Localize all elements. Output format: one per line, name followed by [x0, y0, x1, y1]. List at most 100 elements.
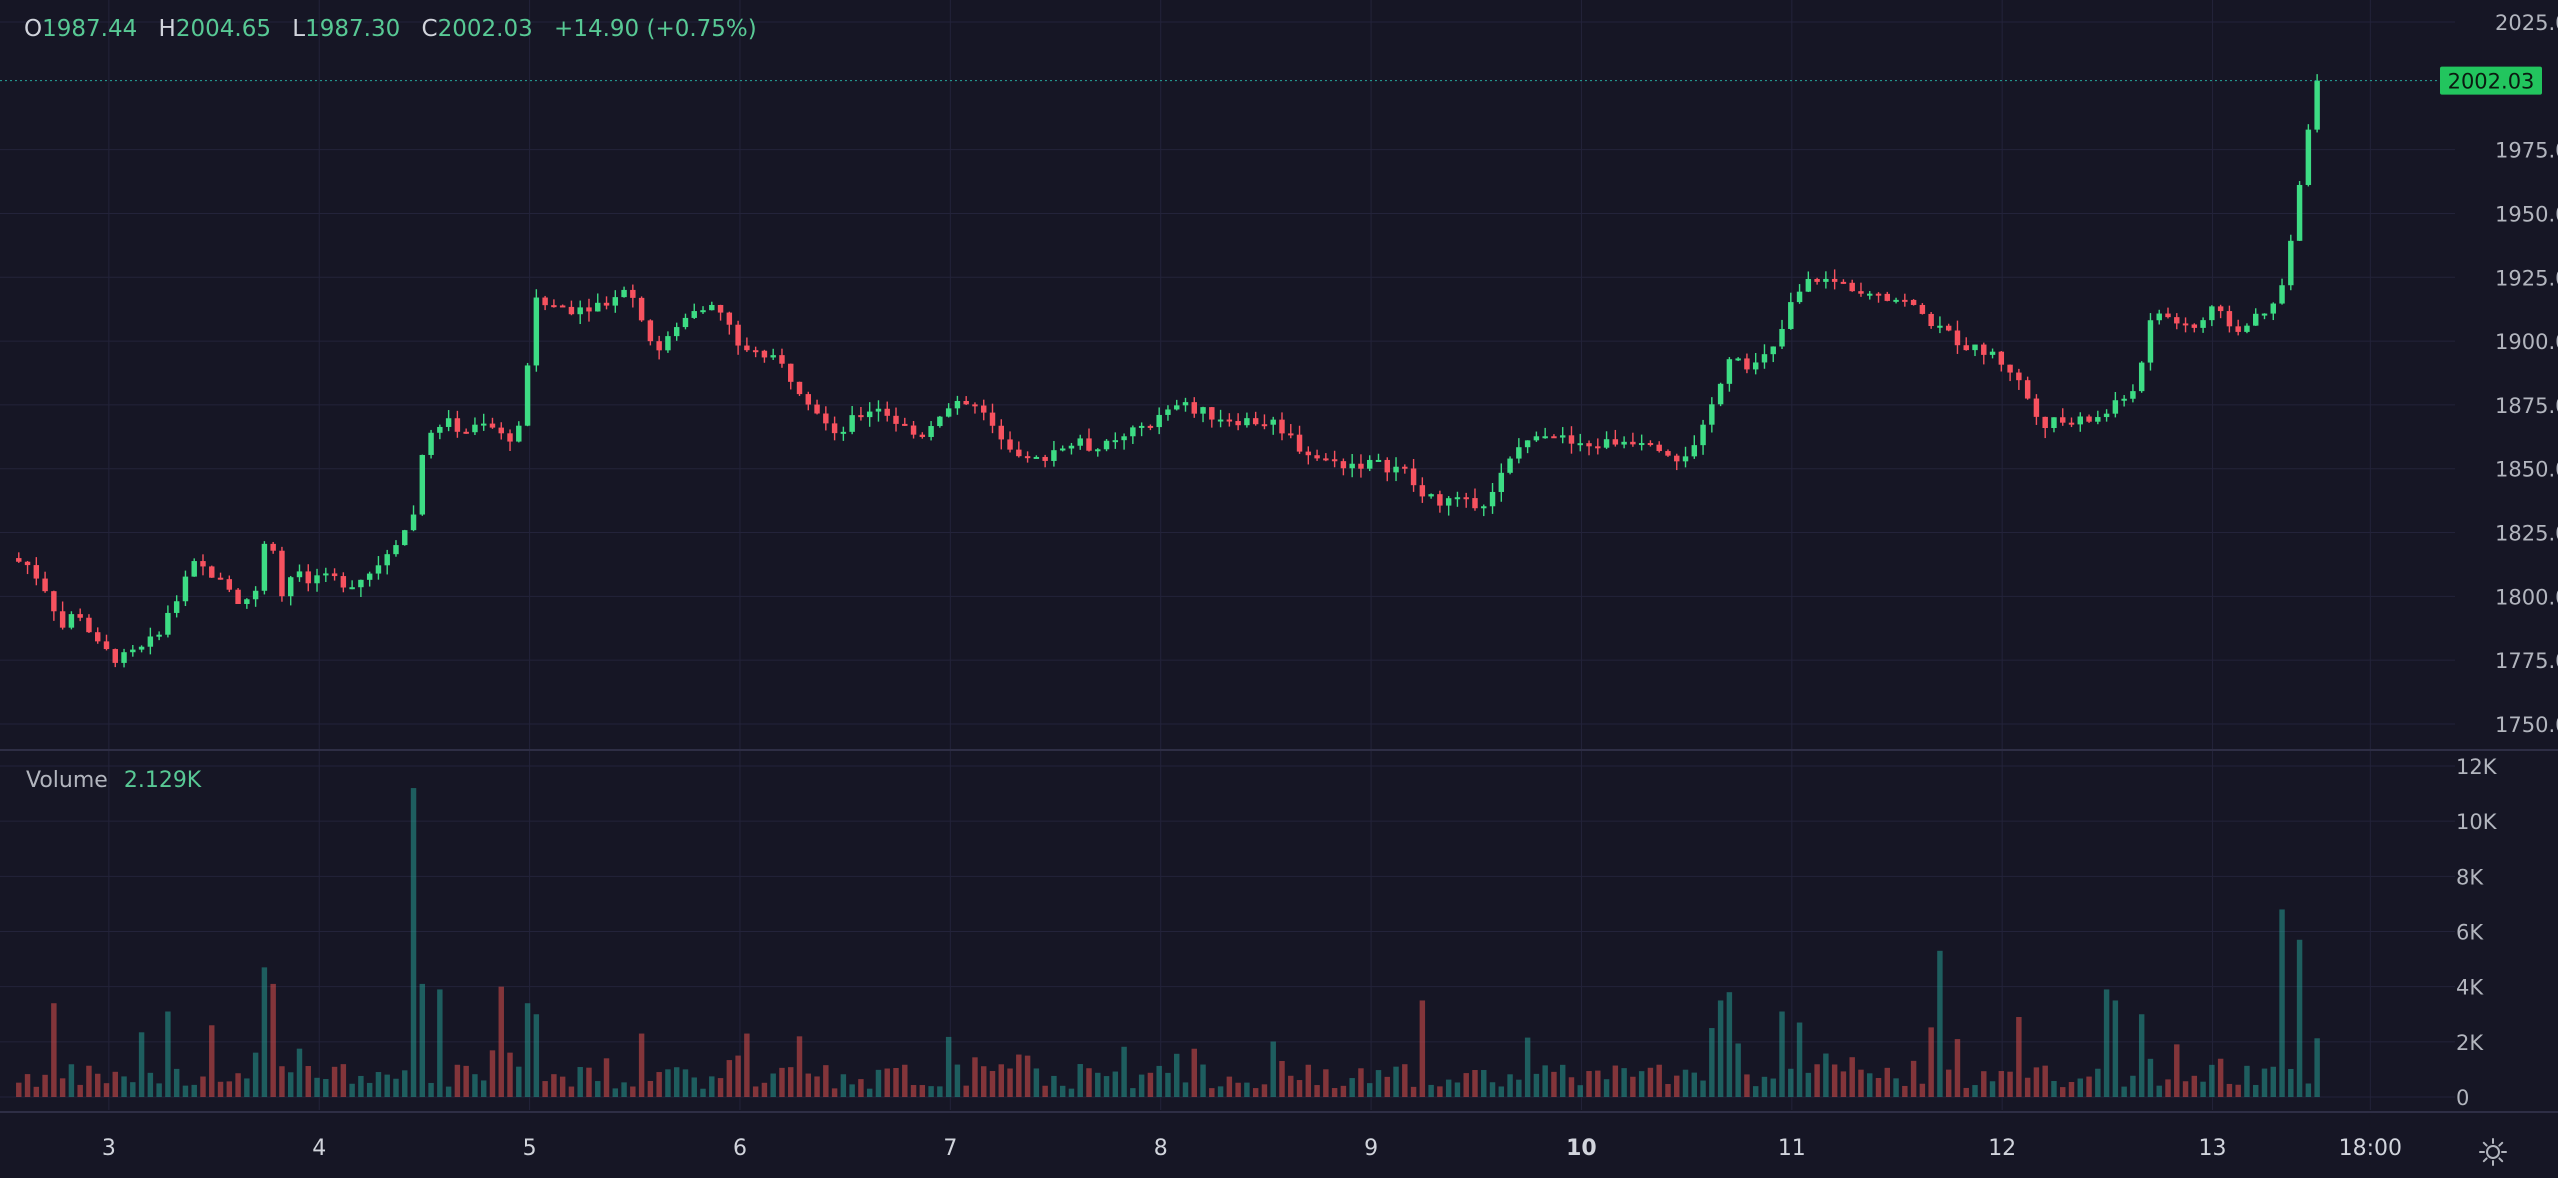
volume-bar [173, 1068, 180, 1097]
candle-body [1630, 441, 1636, 445]
candle-body [595, 302, 601, 312]
candle-body [647, 320, 654, 342]
low-value: 1987.30 [305, 16, 401, 42]
high-label: H [158, 16, 176, 42]
volume-bar [673, 1067, 680, 1097]
volume-bar [744, 1033, 750, 1097]
volume-bar [445, 1086, 452, 1097]
volume-bar [2138, 1014, 2145, 1097]
volume-bar [2086, 1076, 2092, 1097]
volume-bar [95, 1073, 101, 1097]
volume-bar [945, 1036, 952, 1097]
candle-body [217, 577, 224, 580]
candle-body [1042, 456, 1048, 461]
candle-body [1445, 498, 1452, 506]
volume-bar [1910, 1060, 1917, 1097]
volume-bar [858, 1079, 864, 1097]
volume-bar [323, 1079, 329, 1097]
candle-body [1331, 459, 1338, 462]
candle-body [796, 381, 803, 395]
volume-bar [2130, 1075, 2136, 1097]
candle-body [1691, 445, 1698, 457]
candle-body [1577, 443, 1583, 446]
candle-body [2086, 416, 2092, 422]
price-tick-label: 1875.00 [2495, 394, 2558, 418]
candle-body [287, 577, 294, 597]
candle-body [1823, 278, 1829, 282]
volume-bar [463, 1065, 469, 1097]
volume-bar [1288, 1075, 1294, 1097]
candle-body [1252, 418, 1259, 425]
volume-bar [1314, 1085, 1320, 1097]
volume-legend: Volume 2.129K [26, 768, 201, 793]
volume-bar [182, 1085, 189, 1097]
candle-body [1112, 440, 1119, 443]
volume-bar [1805, 1072, 1812, 1097]
volume-label: Volume [26, 768, 108, 793]
candle-body [831, 423, 838, 434]
candle-body [2305, 129, 2312, 185]
candle-body [2200, 320, 2206, 328]
candle-body [182, 576, 189, 602]
volume-bar [700, 1088, 706, 1097]
candle-body [340, 576, 347, 588]
candle-body [130, 649, 136, 653]
candle-body [2182, 323, 2189, 326]
volume-bar [366, 1082, 373, 1097]
volume-bar [480, 1080, 487, 1097]
volume-bar [2191, 1075, 2198, 1097]
volume-bar [2288, 1068, 2294, 1097]
candle-body [1919, 304, 1926, 314]
candle-body [393, 545, 399, 555]
candle-body [1682, 456, 1689, 462]
time-tick-label: 3 [102, 1136, 116, 1161]
candle-body [1279, 419, 1285, 434]
candle-body [1612, 439, 1619, 445]
candle-body [463, 431, 469, 434]
candle-body [1323, 458, 1329, 461]
candle-body [1349, 463, 1355, 469]
volume-bar [1551, 1071, 1557, 1097]
candle-body [1024, 456, 1031, 459]
volume-bar [603, 1058, 610, 1097]
candle-body [2217, 306, 2224, 312]
volume-bar [1174, 1053, 1180, 1097]
volume-bar [1024, 1055, 1031, 1097]
candle-body [1779, 328, 1785, 347]
volume-bar [1261, 1084, 1268, 1097]
chart-overlay: 2002.03 [0, 66, 2542, 95]
volume-bar [1463, 1073, 1469, 1097]
volume-bar [1323, 1069, 1329, 1097]
volume-bar [384, 1074, 390, 1097]
price-tick-label: 1925.00 [2495, 266, 2558, 290]
volume-bar [998, 1064, 1004, 1097]
volume-bar [849, 1084, 855, 1097]
candle-body [2112, 400, 2119, 414]
candle-body [1647, 443, 1654, 446]
volume-bar [1577, 1085, 1583, 1097]
volume-bar [1358, 1068, 1364, 1097]
candle-body [1656, 444, 1662, 452]
candle-body [998, 425, 1004, 440]
volume-bar [884, 1068, 890, 1097]
volume-bar [191, 1084, 197, 1097]
grid-lines [0, 0, 2455, 1110]
volume-bar [1849, 1057, 1855, 1097]
candle-body [1437, 494, 1443, 506]
volume-bar [875, 1069, 882, 1097]
candle-body [1481, 506, 1487, 509]
candle-body [165, 612, 171, 635]
volume-bar [1191, 1048, 1197, 1097]
candle-body [366, 573, 373, 580]
price-tick-label: 1825.00 [2495, 522, 2558, 546]
volume-bar [1200, 1064, 1206, 1097]
volume-bar [77, 1084, 83, 1097]
candle-body [963, 400, 969, 405]
volume-bar [788, 1067, 794, 1097]
volume-bar [533, 1014, 540, 1097]
gear-icon[interactable] [2478, 1137, 2508, 1167]
candle-body [577, 307, 583, 315]
candle-body [95, 632, 101, 642]
volume-bar [2156, 1085, 2162, 1097]
